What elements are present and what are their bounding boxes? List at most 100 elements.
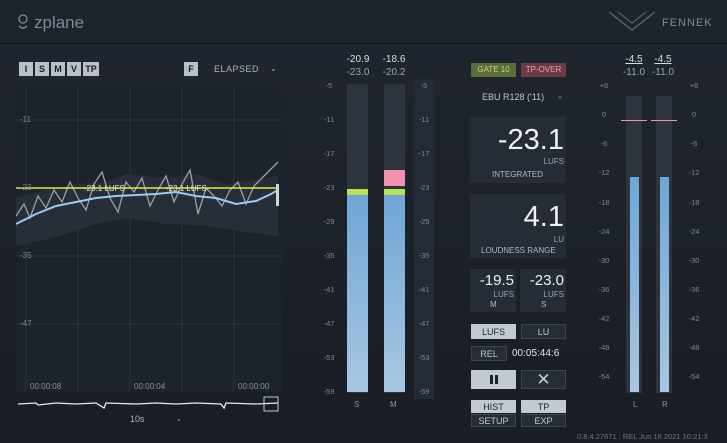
channel-label-s: S (354, 400, 360, 409)
pause-button[interactable] (471, 370, 516, 389)
true-peak-scale-label: +6 (599, 81, 609, 90)
zoom-select[interactable]: 10s (130, 414, 145, 424)
close-icon: ✕ (536, 370, 551, 389)
chevron-down-icon: ⌄ (557, 93, 563, 100)
loudness-scale-label: -41 (323, 285, 335, 294)
setup-button[interactable]: SETUP (471, 414, 516, 427)
tp-max-r[interactable]: -11.0 (651, 67, 675, 78)
overview-waveform[interactable] (16, 395, 282, 413)
version-info: 0.8.4.27671 : REL Jun 16 2021 10:21:3 (577, 432, 708, 441)
mode-button-true-peak[interactable]: TP (83, 62, 99, 76)
loudness-scale-label: -11 (323, 115, 335, 124)
loudness-right-scale-label: -41 (418, 285, 430, 294)
tp-button[interactable]: TP (521, 400, 566, 413)
loudness-range-box (470, 194, 566, 258)
loudness-right-scale-label: -59 (418, 387, 430, 396)
max-value-m[interactable]: -20.2 (382, 67, 406, 78)
mode-button-v[interactable]: V (67, 62, 81, 76)
loudness-range-unit: LU (553, 235, 564, 244)
history-scale-label: -23 (20, 183, 32, 192)
tp-over-indicator[interactable]: TP-OVER (521, 63, 566, 77)
tp-max-l[interactable]: -11.0 (622, 67, 646, 78)
short-term-unit: LUFS (543, 290, 564, 299)
meter-bar-m (384, 194, 405, 392)
reset-mode-button[interactable]: REL (471, 346, 507, 361)
gate-indicator[interactable]: GATE 10 (471, 63, 516, 77)
export-button[interactable]: EXP (521, 414, 566, 427)
loudness-right-scale-label: -23 (418, 183, 430, 192)
meter-bar-s (347, 194, 368, 392)
tp-hold-l (621, 120, 647, 121)
loudness-range-value: 4.1 (523, 201, 564, 233)
history-scale-label: -47 (20, 319, 32, 328)
true-peak-scale-label: -18 (688, 197, 700, 207)
brand-name: FENNEK (662, 17, 713, 29)
pause-icon (489, 375, 493, 384)
true-peak-scale-label: -6 (690, 139, 698, 149)
integrated-box (470, 117, 566, 183)
freeze-button[interactable]: F (184, 62, 198, 76)
meter-scale-strip (414, 79, 434, 399)
target-label-1: -23.1 LUFS (84, 184, 125, 193)
loudness-right-scale-label: -53 (418, 353, 430, 362)
tp-peak-r: -4.5 (654, 54, 672, 65)
unit-lufs-button[interactable]: LUFS (471, 324, 516, 339)
true-peak-scale-label: -48 (688, 343, 700, 353)
true-peak-scale-label: +6 (689, 81, 699, 90)
true-peak-scale-label: -30 (688, 255, 700, 265)
true-peak-scale-label: -54 (688, 372, 700, 382)
loudness-range-caption: LOUDNESS RANGE (481, 246, 556, 255)
max-value-s[interactable]: -23.0 (346, 67, 370, 78)
true-peak-scale-label: -36 (598, 285, 610, 294)
true-peak-scale-label: 0 (691, 110, 697, 120)
true-peak-scale-label: -24 (598, 226, 610, 236)
momentary-box (470, 269, 516, 312)
time-label: 00:00:00 (238, 382, 270, 391)
momentary-value: -19.5 (479, 272, 514, 289)
reset-button[interactable]: ✕ (521, 370, 566, 389)
mode-button-short-term[interactable]: S (35, 62, 49, 76)
true-peak-scale-label: -24 (688, 226, 700, 236)
history-scale-label: -11 (20, 115, 31, 124)
loudness-scale-label: -23 (323, 183, 335, 192)
standard-select[interactable]: EBU R128 ('11) (482, 92, 545, 102)
mode-button-momentary[interactable]: M (51, 62, 65, 76)
peak-value-s: -20.9 (346, 54, 370, 65)
true-peak-scale-label: -54 (598, 372, 610, 382)
target-label-2: -23.1 LUFS (166, 184, 207, 193)
integrated-unit: LUFS (543, 157, 564, 166)
time-label: 00:00:08 (30, 382, 62, 391)
time-mode-select[interactable]: ELAPSED (214, 64, 260, 74)
zplane-logo: zplane (14, 8, 114, 36)
meter-marker-m (384, 189, 405, 195)
history-scale-label: -35 (20, 251, 32, 260)
unit-lu-button[interactable]: LU (521, 324, 566, 339)
meter-overshoot-m (384, 170, 405, 186)
hist-button[interactable]: HIST (471, 400, 516, 413)
chevron-down-icon: ⌄ (176, 416, 182, 423)
true-peak-scale-label: -6 (600, 139, 608, 149)
loudness-scale-label: -53 (323, 353, 335, 362)
loudness-scale-label: -5 (325, 81, 333, 90)
loudness-history-graph: -23.1 LUFS -23.1 LUFS (15, 86, 282, 392)
meter-marker-s (347, 189, 368, 195)
loudness-right-scale-label: -11 (418, 115, 430, 124)
loudness-scale-label: -47 (323, 319, 335, 328)
momentary-unit: LUFS (493, 290, 514, 299)
time-label: 00:00:04 (134, 382, 166, 391)
chevron-down-icon: ⌄ (270, 64, 277, 73)
loudness-scale-label: -29 (323, 217, 335, 226)
true-peak-scale-label: -42 (688, 314, 700, 324)
channel-label-m: M (390, 400, 397, 409)
peak-value-m: -18.6 (382, 54, 406, 65)
short-term-box (520, 269, 566, 312)
mode-button-integrated[interactable]: I (19, 62, 33, 76)
loudness-scale-label: -17 (323, 149, 335, 158)
true-peak-scale-label: -12 (598, 168, 610, 178)
channel-label-r: R (662, 400, 668, 409)
loudness-right-scale-label: -47 (418, 319, 430, 328)
fennek-logo: FENNEK (606, 8, 721, 36)
integrated-curve (15, 189, 279, 225)
elapsed-time: 00:05:44:6 (512, 348, 560, 359)
integrated-caption: INTEGRATED (492, 170, 543, 179)
